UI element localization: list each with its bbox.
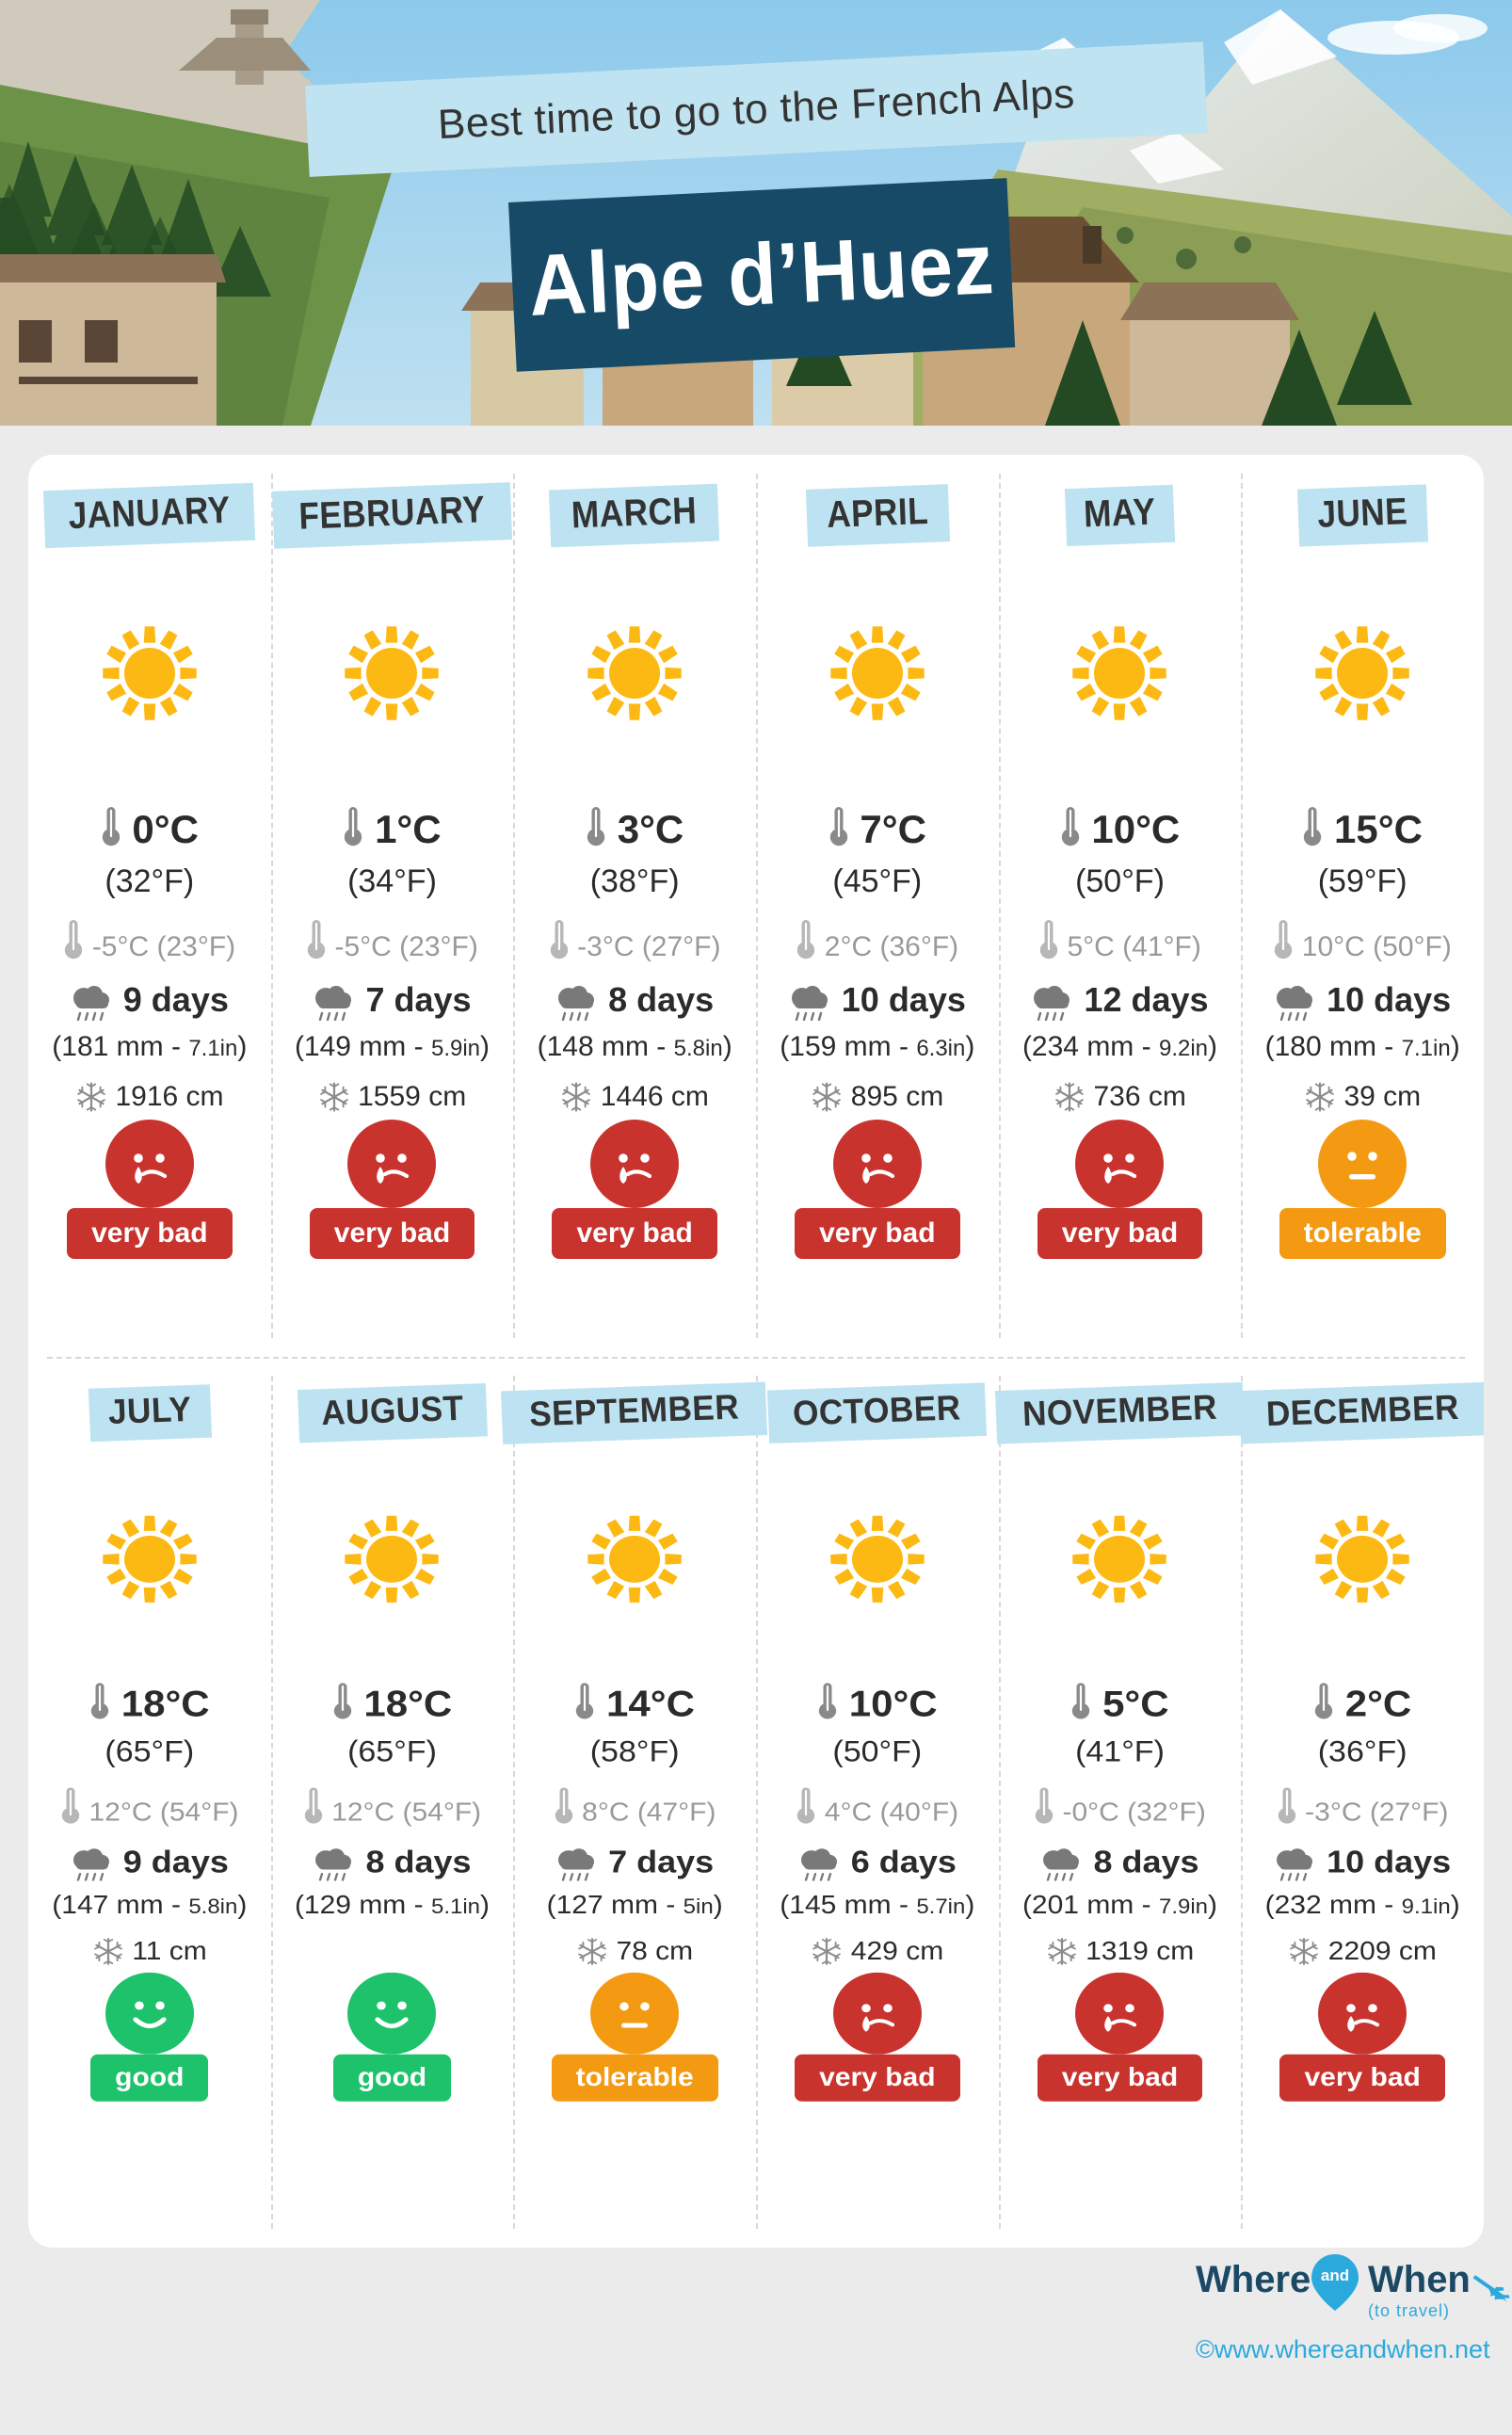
svg-text:(to travel): (to travel): [1368, 2301, 1450, 2320]
svg-text:When: When: [1368, 2259, 1471, 2300]
svg-text:Where: Where: [1196, 2259, 1311, 2300]
svg-text:and: and: [1321, 2266, 1349, 2284]
